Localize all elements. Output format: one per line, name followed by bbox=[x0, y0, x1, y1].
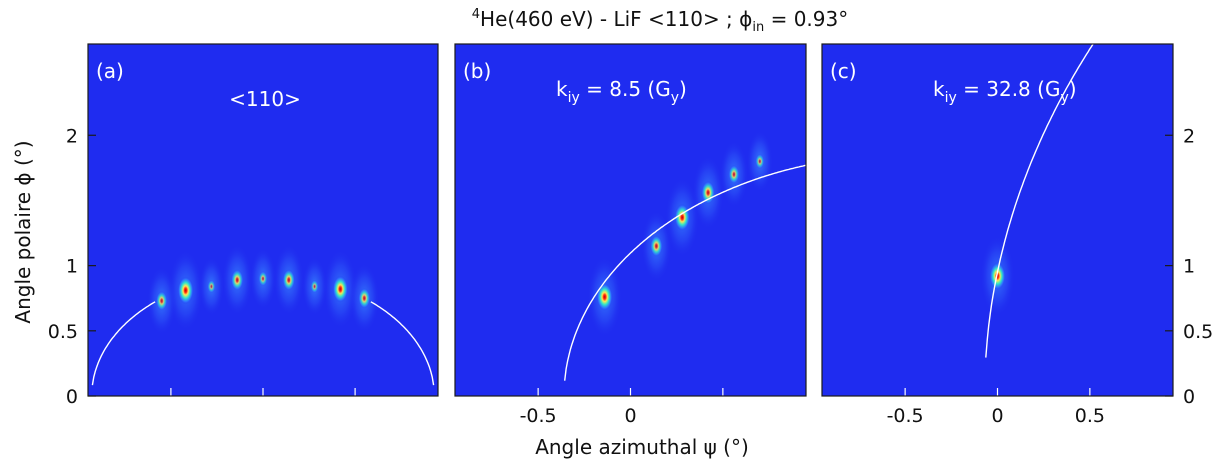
diffraction-spot bbox=[755, 153, 765, 170]
y-tick-label: 2 bbox=[66, 125, 78, 147]
x-tick-label: 0 bbox=[624, 405, 636, 427]
panel-b-annotation-mid: = 8.5 (G bbox=[580, 77, 671, 101]
panel-c: -0.5 0 0.5 0 0.5 1 2 (c) kiy = 32.8 (Gy) bbox=[821, 43, 1214, 427]
panel-b-annotation-end: ) bbox=[679, 77, 687, 101]
diffraction-spot bbox=[310, 279, 319, 294]
diffraction-spot bbox=[230, 269, 244, 291]
panel-b-label: (b) bbox=[463, 59, 491, 83]
y-tick-label: 0 bbox=[66, 386, 78, 408]
title-subscript: in bbox=[752, 20, 764, 35]
panel-b-frame bbox=[454, 43, 807, 397]
panel-b-ticks: -0.5 0 bbox=[520, 388, 724, 427]
panel-c-annotation: kiy = 32.8 (Gy) bbox=[933, 77, 1077, 106]
y-tick-label: 0.5 bbox=[1183, 321, 1213, 343]
panel-c-annotation-sub: iy bbox=[945, 90, 957, 106]
y-tick-label: 2 bbox=[1183, 125, 1195, 147]
diffraction-spot bbox=[155, 290, 168, 311]
title-phi: ϕ bbox=[739, 7, 752, 31]
panel-c-annotation-k: k bbox=[933, 77, 945, 101]
panel-a: 0 0.5 1 2 (a) <110> bbox=[48, 43, 439, 408]
panel-a-label: (a) bbox=[96, 59, 124, 83]
panel-b-arc bbox=[564, 164, 806, 381]
x-tick-label: 0 bbox=[991, 405, 1003, 427]
x-tick-label: -0.5 bbox=[887, 405, 924, 427]
diffraction-spot bbox=[177, 276, 194, 305]
panel-c-annotation-end: ) bbox=[1069, 77, 1077, 101]
y-tick-label: 1 bbox=[1183, 256, 1195, 278]
y-tick-label: 0.5 bbox=[48, 321, 78, 343]
y-tick-label: 0 bbox=[1183, 386, 1195, 408]
panel-c-ticks: -0.5 0 0.5 0 0.5 1 2 bbox=[887, 125, 1214, 427]
x-axis-label: Angle azimuthal ψ (°) bbox=[535, 435, 749, 459]
panel-c-frame bbox=[821, 43, 1174, 397]
panel-a-arc bbox=[91, 301, 435, 386]
x-tick-label: -0.5 bbox=[520, 405, 557, 427]
diffraction-spot bbox=[596, 282, 613, 311]
chart-title: 4He(460 eV) - LiF <110> ; ϕin = 0.93° bbox=[472, 7, 848, 35]
panel-c-annotation-sub2: y bbox=[1060, 90, 1068, 106]
panel-a-spots bbox=[147, 244, 379, 335]
panel-b-annotation-k: k bbox=[556, 77, 568, 101]
panel-a-annotation: <110> bbox=[229, 87, 301, 111]
panel-c-spots bbox=[980, 236, 1015, 317]
panel-b-annotation-sub2: y bbox=[671, 90, 679, 106]
diffraction-spot bbox=[989, 262, 1006, 291]
panel-b-spots bbox=[587, 131, 773, 337]
diffraction-spot bbox=[358, 287, 371, 309]
panel-b-annotation: kiy = 8.5 (Gy) bbox=[556, 77, 687, 106]
title-main: He(460 eV) - LiF <110> ; bbox=[480, 7, 739, 31]
panel-c-background bbox=[822, 44, 1173, 396]
diffraction-spot bbox=[258, 270, 268, 287]
panel-a-frame bbox=[87, 43, 439, 397]
diffraction-spot bbox=[728, 164, 740, 184]
title-tail: = 0.93° bbox=[764, 7, 848, 31]
x-tick-label: 0.5 bbox=[1075, 405, 1105, 427]
y-tick-label: 1 bbox=[66, 256, 78, 278]
panel-c-arc bbox=[985, 44, 1094, 358]
diffraction-spot bbox=[332, 275, 349, 303]
diffraction-spot bbox=[207, 279, 216, 294]
diffraction-spot bbox=[282, 269, 296, 291]
panel-a-background bbox=[88, 44, 438, 396]
diffraction-spot bbox=[650, 235, 663, 257]
panel-c-label: (c) bbox=[830, 59, 857, 83]
panel-c-annotation-mid: = 32.8 (G bbox=[957, 77, 1061, 101]
diffraction-spot bbox=[701, 180, 715, 205]
y-axis-label: Angle polaire ϕ (°) bbox=[11, 140, 35, 323]
panel-b-annotation-sub: iy bbox=[568, 90, 580, 106]
title-superscript: 4 bbox=[472, 7, 480, 22]
panel-b-background bbox=[455, 44, 806, 396]
panel-b: -0.5 0 (b) kiy = 8.5 (Gy) bbox=[454, 43, 807, 427]
